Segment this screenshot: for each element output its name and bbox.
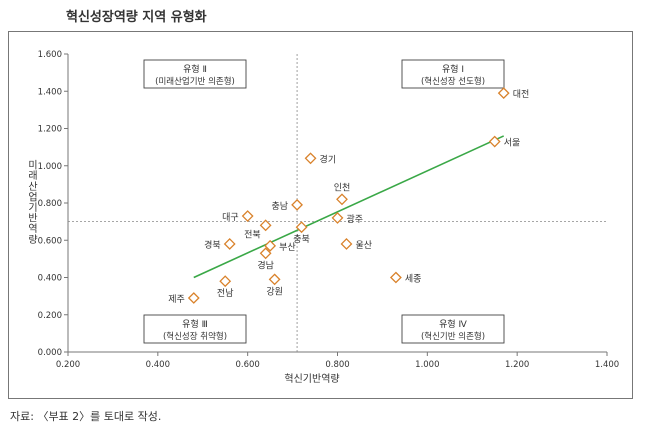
point-label: 광주 — [347, 213, 364, 225]
y-tick-label: 0.600 — [38, 236, 62, 246]
source-note: 자료: 〈부표 2〉를 토대로 작성. — [10, 410, 162, 423]
point-marker — [259, 219, 272, 232]
point-label: 세종 — [405, 274, 422, 285]
point-충남: 충남 — [272, 198, 303, 212]
point-label: 인천 — [334, 182, 351, 193]
point-경북: 경북 — [204, 238, 236, 251]
point-label: 충북 — [293, 234, 310, 245]
axes: 0.000 0.200 0.400 0.600 0.800 1.000 1.200 1.400… — [38, 50, 620, 370]
point-label: 전북 — [244, 229, 261, 240]
quadrant-box — [143, 314, 247, 344]
page-title: 혁신성장역량 지역 유형화 — [66, 10, 207, 25]
point-marker — [389, 271, 402, 284]
quadrant-box — [401, 59, 505, 89]
y-tick-label: 1.400 — [38, 87, 62, 97]
point-marker — [241, 210, 254, 222]
quadrant-name: 유형 Ⅰ — [442, 64, 464, 75]
point-label: 경기 — [320, 153, 337, 165]
quadrant-box — [143, 59, 247, 89]
quadrant-labels: 유형 Ⅱ(미래산업기반 의존형)유형 Ⅰ(혁신성장 선도형)유형 Ⅲ(혁신성장 … — [143, 59, 505, 344]
point-전북: 전북 — [244, 219, 272, 240]
point-경남: 경남 — [257, 247, 274, 271]
point-대구: 대구 — [222, 210, 254, 223]
y-tick-label: 0.400 — [38, 274, 62, 284]
point-marker — [264, 239, 277, 252]
quadrant-box-bottom-left: 유형 Ⅲ(혁신성장 취약형) — [143, 314, 247, 344]
point-울산: 울산 — [340, 238, 372, 251]
point-전남: 전남 — [217, 275, 234, 299]
point-label: 경남 — [257, 259, 274, 271]
point-marker — [497, 87, 510, 100]
point-marker — [295, 221, 308, 234]
quadrant-desc: (미래산업기반 의존형) — [155, 76, 235, 87]
y-tick-label: 0.200 — [38, 311, 62, 321]
point-서울: 서울 — [488, 135, 521, 149]
y-tick-label: 1.000 — [38, 162, 62, 172]
point-강원: 강원 — [266, 273, 283, 297]
point-label: 대구 — [222, 212, 239, 223]
trendline-layer — [193, 135, 505, 279]
point-marker — [268, 273, 281, 286]
trendline — [193, 135, 505, 279]
point-marker — [219, 275, 232, 288]
point-marker — [340, 238, 353, 250]
point-label: 충남 — [272, 201, 289, 212]
point-label: 대전 — [513, 89, 530, 100]
quadrant-box-bottom-right: 유형 Ⅳ(혁신기반 의존형) — [401, 314, 505, 344]
point-label: 제주 — [168, 294, 185, 305]
point-label: 서울 — [504, 138, 521, 149]
quadrant-desc: (혁신기반 의존형) — [421, 331, 485, 342]
x-tick-label: 1.200 — [505, 360, 529, 370]
point-label: 부산 — [279, 242, 296, 253]
x-tick-label: 0.800 — [325, 360, 349, 370]
point-marker — [187, 292, 200, 304]
point-경기: 경기 — [304, 152, 337, 165]
y-tick-label: 0.800 — [38, 199, 62, 209]
point-label: 전남 — [217, 288, 234, 299]
y-tick-label: 1.200 — [38, 125, 62, 135]
scatter-chart: 0.000 0.200 0.400 0.600 0.800 1.000 1.200 1.400… — [28, 50, 620, 385]
quadrant-box-top-right: 유형 Ⅰ(혁신성장 선도형) — [401, 59, 505, 89]
x-tick-label: 1.000 — [415, 360, 439, 370]
point-marker — [331, 211, 344, 224]
quadrant-desc: (혁신성장 선도형) — [421, 76, 485, 87]
quadrant-name: 유형 Ⅳ — [439, 319, 467, 330]
point-label: 울산 — [355, 240, 372, 251]
point-marker — [304, 152, 317, 165]
y-tick-label: 1.600 — [38, 50, 62, 60]
point-label: 강원 — [266, 286, 283, 297]
point-marker — [488, 135, 501, 148]
point-인천: 인천 — [334, 182, 351, 206]
point-label: 경북 — [204, 239, 221, 251]
point-부산: 부산 — [264, 239, 296, 253]
point-대전: 대전 — [497, 87, 530, 100]
quadrant-box-top-left: 유형 Ⅱ(미래산업기반 의존형) — [143, 59, 247, 89]
x-axis-label: 혁신기반역량 — [284, 373, 339, 385]
point-marker — [259, 247, 272, 260]
y-tick-label: 0.000 — [38, 348, 62, 358]
point-제주: 제주 — [168, 292, 200, 305]
quadrant-name: 유형 Ⅱ — [183, 64, 207, 75]
quadrant-name: 유형 Ⅲ — [182, 319, 208, 330]
quadrant-box — [401, 314, 505, 344]
x-tick-label: 0.600 — [235, 360, 259, 370]
point-충북: 충북 — [293, 221, 310, 245]
point-marker — [336, 193, 348, 206]
x-tick-label: 1.400 — [595, 360, 619, 370]
point-marker — [291, 198, 303, 211]
point-광주: 광주 — [331, 211, 364, 225]
point-marker — [223, 238, 236, 250]
chart-frame: 0.000 0.200 0.400 0.600 0.800 1.000 1.200 1.400… — [8, 31, 633, 399]
x-tick-label: 0.400 — [146, 360, 170, 370]
x-tick-label: 0.200 — [56, 360, 80, 370]
point-세종: 세종 — [389, 271, 422, 285]
quadrant-desc: (혁신성장 취약형) — [163, 331, 227, 342]
